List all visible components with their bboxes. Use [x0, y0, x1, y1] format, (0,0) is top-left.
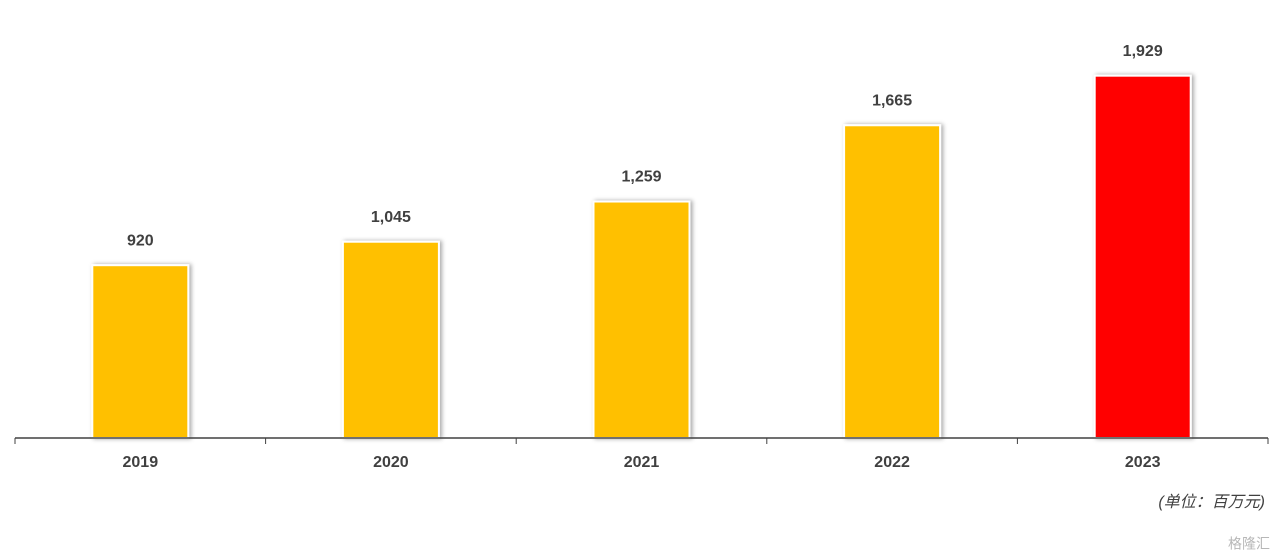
value-label: 1,929 [1123, 43, 1163, 60]
x-tick-label: 2022 [874, 454, 910, 471]
x-tick-label: 2023 [1125, 454, 1161, 471]
bar [341, 240, 440, 439]
x-tick-label: 2020 [373, 454, 409, 471]
bar [592, 200, 691, 439]
value-label: 1,045 [371, 209, 411, 226]
unit-note: (单位：百万元) [1158, 493, 1265, 511]
value-label: 1,665 [872, 92, 912, 109]
x-tick-label: 2021 [624, 454, 660, 471]
value-label: 920 [127, 232, 154, 249]
value-label: 1,259 [621, 169, 661, 186]
bar [91, 264, 190, 440]
watermark: 格隆汇 [1228, 536, 1270, 552]
bar [1093, 74, 1192, 440]
x-tick-label: 2019 [123, 454, 159, 471]
bar [843, 124, 942, 439]
